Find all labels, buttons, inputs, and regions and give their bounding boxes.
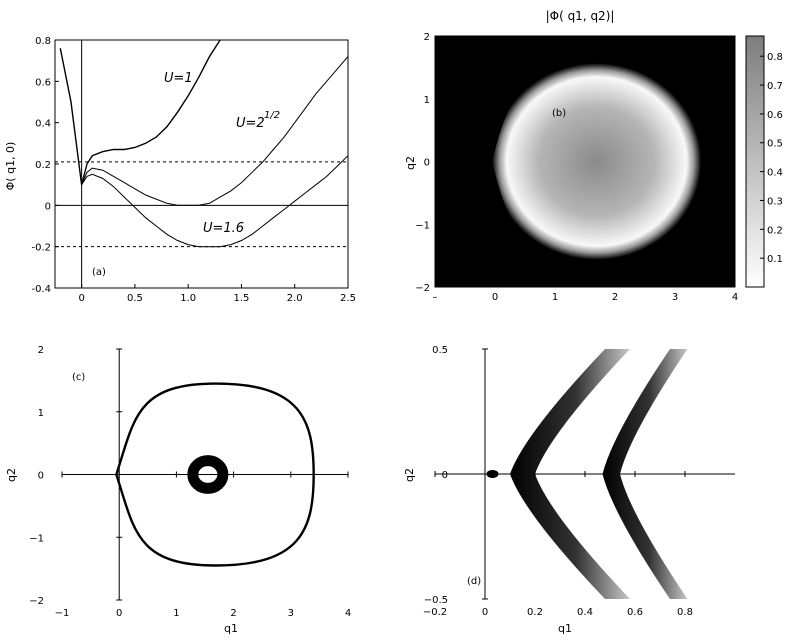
- colorbar-tick-label: 0.3: [767, 196, 783, 207]
- series-label-u1: U=1: [164, 71, 193, 86]
- series-line-1: [81, 56, 348, 206]
- x-tick-label: 1: [173, 608, 179, 619]
- panel-b: – 0 1 2 3 4 2 1 0 −1 −2 |Φ( q1, q2)| q2 (b) 0.1 0.2…: [404, 9, 783, 303]
- x-tick-label: 0: [492, 292, 498, 303]
- x-tick-label: 3: [672, 292, 678, 303]
- colorbar-tick-label: 0.4: [767, 168, 783, 179]
- heatmap-blob: [492, 63, 702, 260]
- panel-b-ylabel: q2: [404, 156, 417, 170]
- x-tick-label: –: [433, 292, 438, 303]
- y-tick-label: 0.4: [35, 119, 51, 130]
- panel-a: 0 0.5 1.0 1.5 2.0 2.5 -0.4 -0.2 0 0.2 0.4 0.6 0.8 Φ(…: [4, 36, 356, 304]
- x-tick-label: 4: [345, 608, 351, 619]
- x-tick-label: 0.5: [127, 293, 143, 304]
- x-tick-label: −0.2: [423, 607, 447, 618]
- panel-c: −1 0 1 2 3 4 2 1 0 −1 −2 q2 q1 (c): [5, 345, 351, 635]
- panel-d-ylabel: q2: [403, 468, 416, 482]
- x-tick-label: 4: [732, 292, 738, 303]
- x-tick-label: 2: [612, 292, 618, 303]
- y-tick-label: −1: [29, 533, 44, 544]
- series-label-u16: U=1.6: [203, 221, 244, 236]
- y-tick-label: 0: [424, 158, 430, 169]
- y-tick-label: 0.5: [432, 345, 448, 356]
- x-tick-label: 0.2: [527, 607, 543, 618]
- colorbar-tick-label: 0.1: [767, 254, 783, 265]
- series-label-u-sqrt2-sup: 1/2: [264, 110, 280, 121]
- panel-a-label: (a): [92, 267, 106, 278]
- x-tick-label: 0: [78, 293, 84, 304]
- series-label-u-sqrt2: U=2: [236, 116, 265, 131]
- y-tick-label: 2: [424, 32, 430, 43]
- colorbar-tick-label: 0.6: [767, 110, 783, 121]
- y-tick-label: −2: [29, 596, 44, 607]
- y-tick-label: 0: [38, 471, 44, 482]
- center-dot: [486, 470, 499, 478]
- y-tick-label: -0.4: [31, 284, 51, 295]
- panel-b-title: |Φ( q1, q2)|: [546, 9, 615, 23]
- x-tick-label: 2.5: [340, 293, 356, 304]
- band-0: [510, 349, 630, 599]
- y-tick-label: −2: [415, 283, 430, 294]
- y-tick-label: 1: [424, 95, 430, 106]
- y-tick-label: 2: [38, 345, 44, 356]
- inner-ring: [187, 455, 229, 494]
- panel-a-frame: [54, 39, 349, 289]
- panel-a-ylabel: Φ( q1, 0): [4, 142, 17, 191]
- panel-c-ylabel: q2: [5, 468, 18, 482]
- y-tick-label: -0.2: [31, 243, 51, 254]
- x-tick-label: 1.5: [234, 293, 250, 304]
- y-tick-label: −0.5: [424, 595, 448, 606]
- x-tick-label: 2.0: [287, 293, 303, 304]
- x-tick-label: 0.6: [627, 607, 643, 618]
- y-tick-label: −1: [415, 220, 430, 231]
- colorbar-tick-label: 0.2: [767, 225, 783, 236]
- colorbar-tick-label: 0.8: [767, 52, 783, 63]
- colorbar: [745, 35, 765, 288]
- panel-d-label: (d): [467, 576, 481, 587]
- x-tick-label: 0: [116, 608, 122, 619]
- x-tick-label: 2: [230, 608, 236, 619]
- x-tick-label: 0: [482, 607, 488, 618]
- x-tick-label: −1: [55, 608, 70, 619]
- series-line-2: [81, 155, 348, 248]
- x-tick-label: 3: [288, 608, 294, 619]
- series-line-0: [59, 40, 221, 185]
- y-tick-label: 0: [45, 201, 51, 212]
- y-tick-label: 0: [442, 470, 448, 481]
- x-tick-label: 1: [552, 292, 558, 303]
- y-tick-label: 0.6: [35, 77, 51, 88]
- x-tick-label: 1.0: [180, 293, 196, 304]
- colorbar-tick-label: 0.7: [767, 81, 783, 92]
- panel-c-xlabel: q1: [224, 622, 238, 635]
- panel-c-label: (c): [72, 372, 85, 383]
- x-tick-label: 0.4: [577, 607, 593, 618]
- outer-contour: [115, 382, 315, 567]
- band-1: [602, 349, 688, 599]
- panel-b-label: (b): [552, 108, 566, 119]
- panel-d-xlabel: q1: [558, 622, 572, 635]
- y-tick-label: 1: [38, 408, 44, 419]
- y-tick-label: 0.2: [35, 160, 51, 171]
- x-tick-label: 0.8: [677, 607, 693, 618]
- panel-d: −0.2 0 0.2 0.4 0.6 0.8 0.5 0 −0.5 q2 q1 (d): [403, 345, 735, 635]
- y-tick-label: 0.8: [35, 36, 51, 47]
- colorbar-tick-label: 0.5: [767, 139, 783, 150]
